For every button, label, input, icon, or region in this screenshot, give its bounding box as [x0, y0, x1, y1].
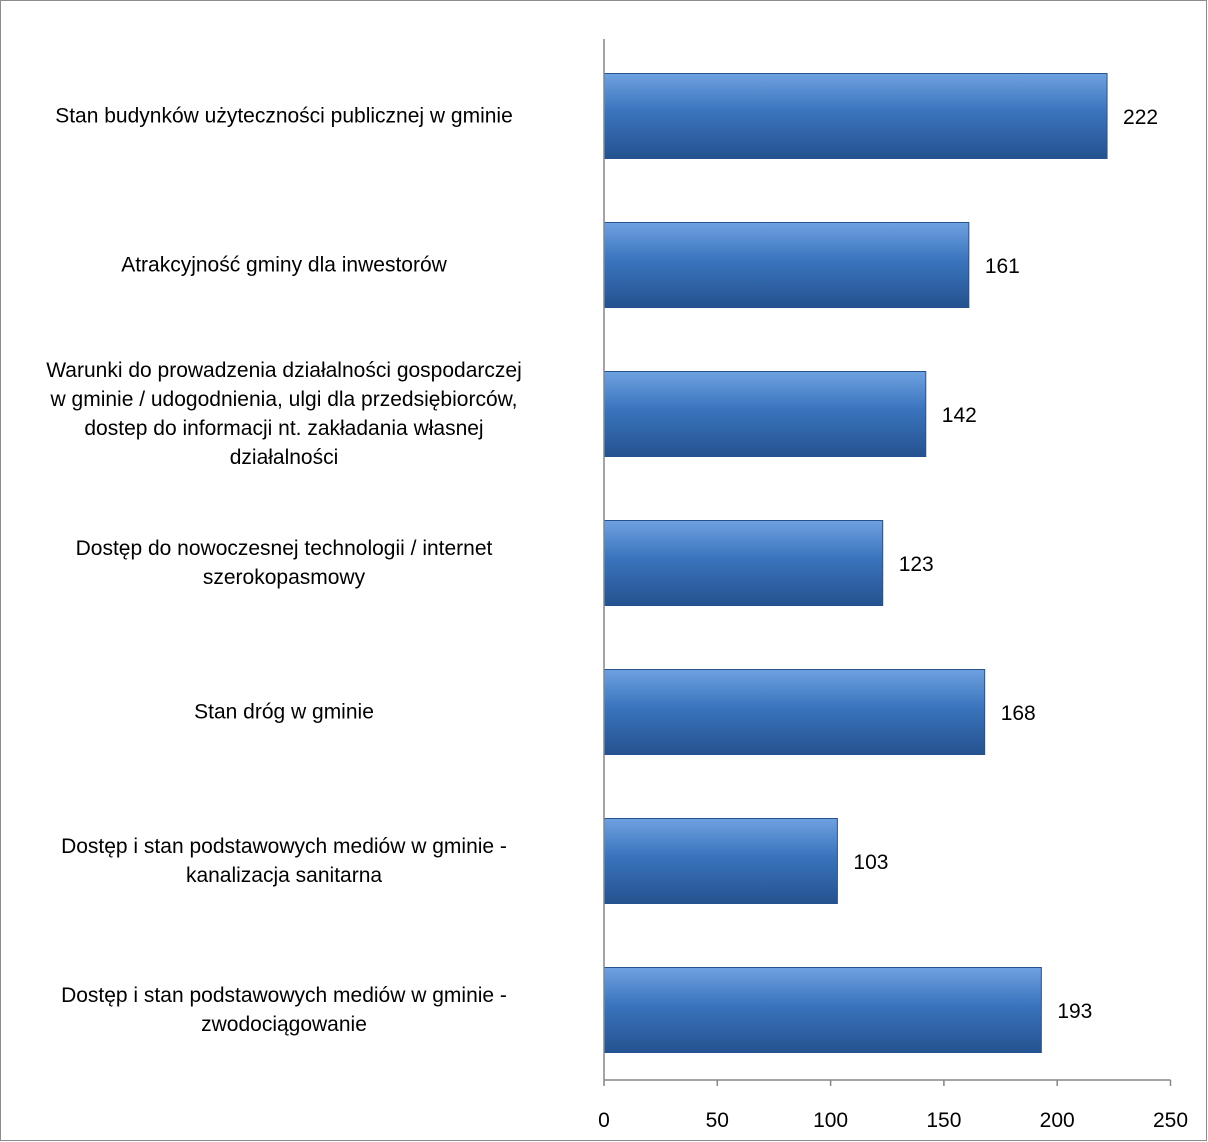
x-tick-label: 100 [813, 1109, 848, 1132]
category-label-line: Warunki do prowadzenia działalności gosp… [46, 359, 522, 382]
x-tick-label: 150 [926, 1109, 961, 1132]
category-label-1: Stan budynków użyteczności publicznej w … [0, 102, 579, 131]
value-label-3: 142 [942, 404, 977, 427]
category-label-7: Dostęp i stan podstawowych mediów w gmin… [0, 981, 579, 1039]
bar-5 [603, 669, 986, 755]
category-label-4: Dostęp do nowoczesnej technologii / inte… [0, 534, 579, 592]
category-label-line: Stan dróg w gminie [194, 700, 374, 724]
value-labels: 222 161 142 123 168 103 193 [853, 106, 1158, 1023]
category-label-line: dostep do informacji nt. zakładania włas… [84, 417, 484, 440]
value-label-5: 168 [1001, 702, 1036, 725]
category-label-6: Dostęp i stan podstawowych mediów w gmin… [0, 832, 579, 890]
bars-layer [603, 73, 1108, 1053]
category-label-line: Atrakcyjność gminy dla inwestorów [121, 253, 447, 277]
x-axis-ticks: 0 50 100 150 200 250 [598, 1080, 1188, 1132]
category-label-line: kanalizacja sanitarna [185, 864, 383, 887]
category-label-line: Dostęp do nowoczesnej technologii / inte… [75, 537, 493, 560]
value-label-1: 222 [1123, 106, 1158, 129]
value-label-6: 103 [853, 851, 888, 874]
x-tick-label: 250 [1153, 1109, 1188, 1132]
bar-4 [603, 520, 884, 606]
category-label-line: Dostęp i stan podstawowych mediów w gmin… [61, 984, 507, 1007]
bar-1 [603, 73, 1108, 159]
category-label-3: Warunki do prowadzenia działalności gosp… [0, 356, 579, 472]
bar-3 [603, 371, 927, 457]
category-label-5: Stan dróg w gminie [0, 698, 579, 727]
x-tick-label: 50 [706, 1109, 729, 1132]
category-label-line: szerokopasmowy [202, 566, 366, 589]
category-label-line: działalności [229, 446, 339, 469]
bar-2 [603, 222, 970, 308]
x-tick-label: 200 [1040, 1109, 1075, 1132]
category-label-line: Dostęp i stan podstawowych mediów w gmin… [61, 835, 507, 858]
bar-6 [603, 818, 838, 904]
value-label-7: 193 [1057, 1000, 1092, 1023]
value-label-4: 123 [899, 553, 934, 576]
value-label-2: 161 [985, 255, 1020, 278]
category-label-line: zwodociągowanie [201, 1013, 367, 1036]
category-label-2: Atrakcyjność gminy dla inwestorów [0, 251, 579, 280]
category-label-line: Stan budynków użyteczności publicznej w … [55, 104, 513, 128]
x-tick-label: 0 [598, 1109, 610, 1132]
bar-7 [603, 967, 1042, 1053]
category-label-line: w gminie / udogodnienia, ulgi dla przeds… [50, 388, 518, 411]
